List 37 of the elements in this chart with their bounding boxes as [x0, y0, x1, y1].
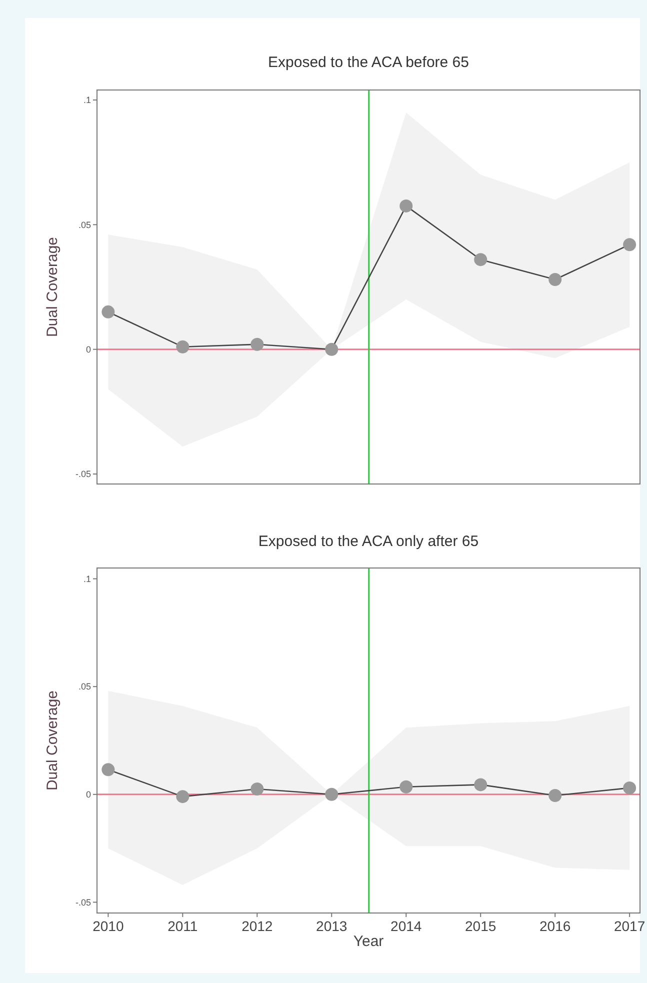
point [400, 199, 413, 212]
x-tick-label: 2016 [540, 918, 571, 934]
x-axis-title: Year [353, 933, 384, 950]
y-tick-label: .05 [78, 682, 91, 692]
y-axis-title: Dual Coverage [44, 690, 61, 791]
x-tick-label: 2014 [390, 918, 422, 934]
x-tick-label: 2017 [614, 918, 646, 934]
y-tick-label: -.05 [75, 897, 91, 908]
y-tick-label: 0 [86, 344, 91, 354]
x-tick-label: 2011 [168, 918, 198, 934]
y-tick-label: .05 [78, 220, 91, 230]
point [176, 790, 190, 804]
point [325, 788, 338, 801]
point [102, 763, 115, 776]
point [548, 788, 562, 802]
point [102, 305, 115, 318]
x-tick-label: 2012 [242, 918, 273, 934]
point [176, 340, 190, 354]
point [400, 780, 413, 794]
point [250, 338, 264, 351]
chart-title: Exposed to the ACA only after 65 [258, 533, 479, 550]
y-tick-label: .1 [83, 574, 91, 584]
point [623, 781, 636, 794]
chart-title: Exposed to the ACA before 65 [268, 54, 469, 71]
point [548, 273, 562, 286]
point [474, 778, 488, 792]
point [250, 782, 264, 796]
x-tick-label: 2013 [316, 918, 348, 934]
x-tick-label: 2015 [465, 918, 496, 934]
x-tick-label: 2010 [92, 918, 124, 934]
y-axis-title: Dual Coverage [44, 236, 61, 338]
y-tick-label: 0 [86, 790, 91, 800]
point [325, 342, 338, 356]
point [474, 253, 488, 266]
y-tick-label: -.05 [75, 469, 91, 480]
point [623, 238, 636, 252]
y-tick-label: .1 [83, 95, 91, 106]
